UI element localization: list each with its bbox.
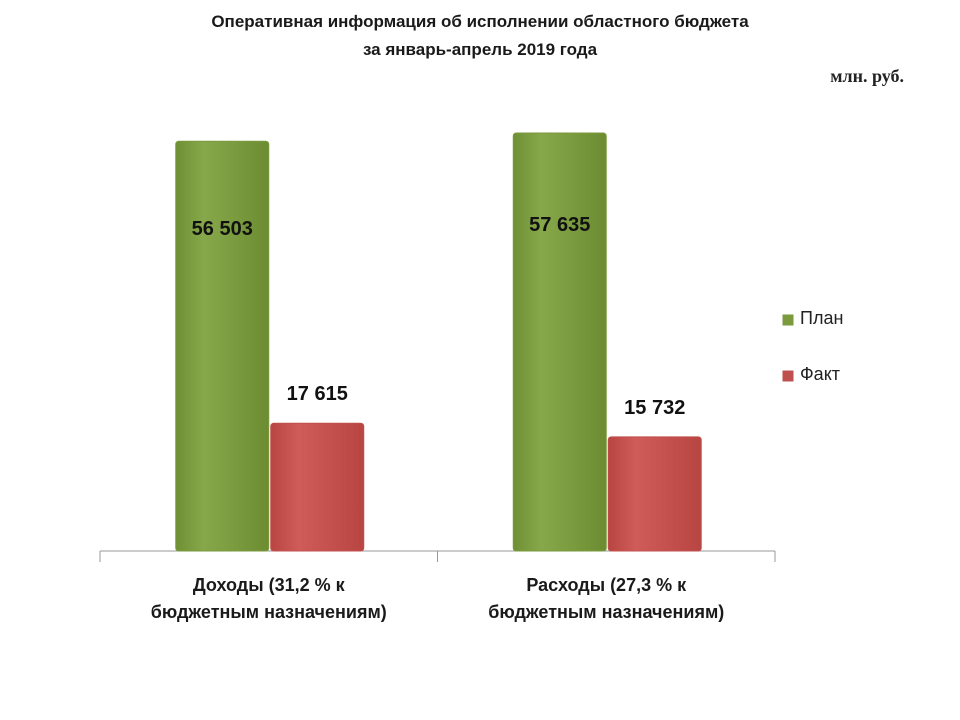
chart-title: Оперативная информация об исполнении обл… xyxy=(211,12,749,31)
legend-label: План xyxy=(800,308,844,328)
bar xyxy=(175,140,270,552)
data-label: 15 732 xyxy=(624,396,686,419)
x-tick-label: Доходы (31,2 % к бюджетным назначениям) xyxy=(150,575,387,622)
legend-swatch xyxy=(782,370,794,382)
data-label: 17 615 xyxy=(286,383,348,406)
data-label: 56 503 xyxy=(191,218,253,241)
bar xyxy=(270,422,365,552)
x-tick-label: Расходы (27,3 % к бюджетным назначениям) xyxy=(488,575,725,622)
legend-swatch xyxy=(782,314,794,326)
data-label: 57 635 xyxy=(529,214,591,236)
legend-label: Факт xyxy=(800,364,841,384)
chart-title: за январь-апрель 2019 года xyxy=(362,40,598,59)
bar xyxy=(607,436,702,552)
unit-label: млн. руб. xyxy=(830,66,904,86)
bar xyxy=(512,132,607,552)
